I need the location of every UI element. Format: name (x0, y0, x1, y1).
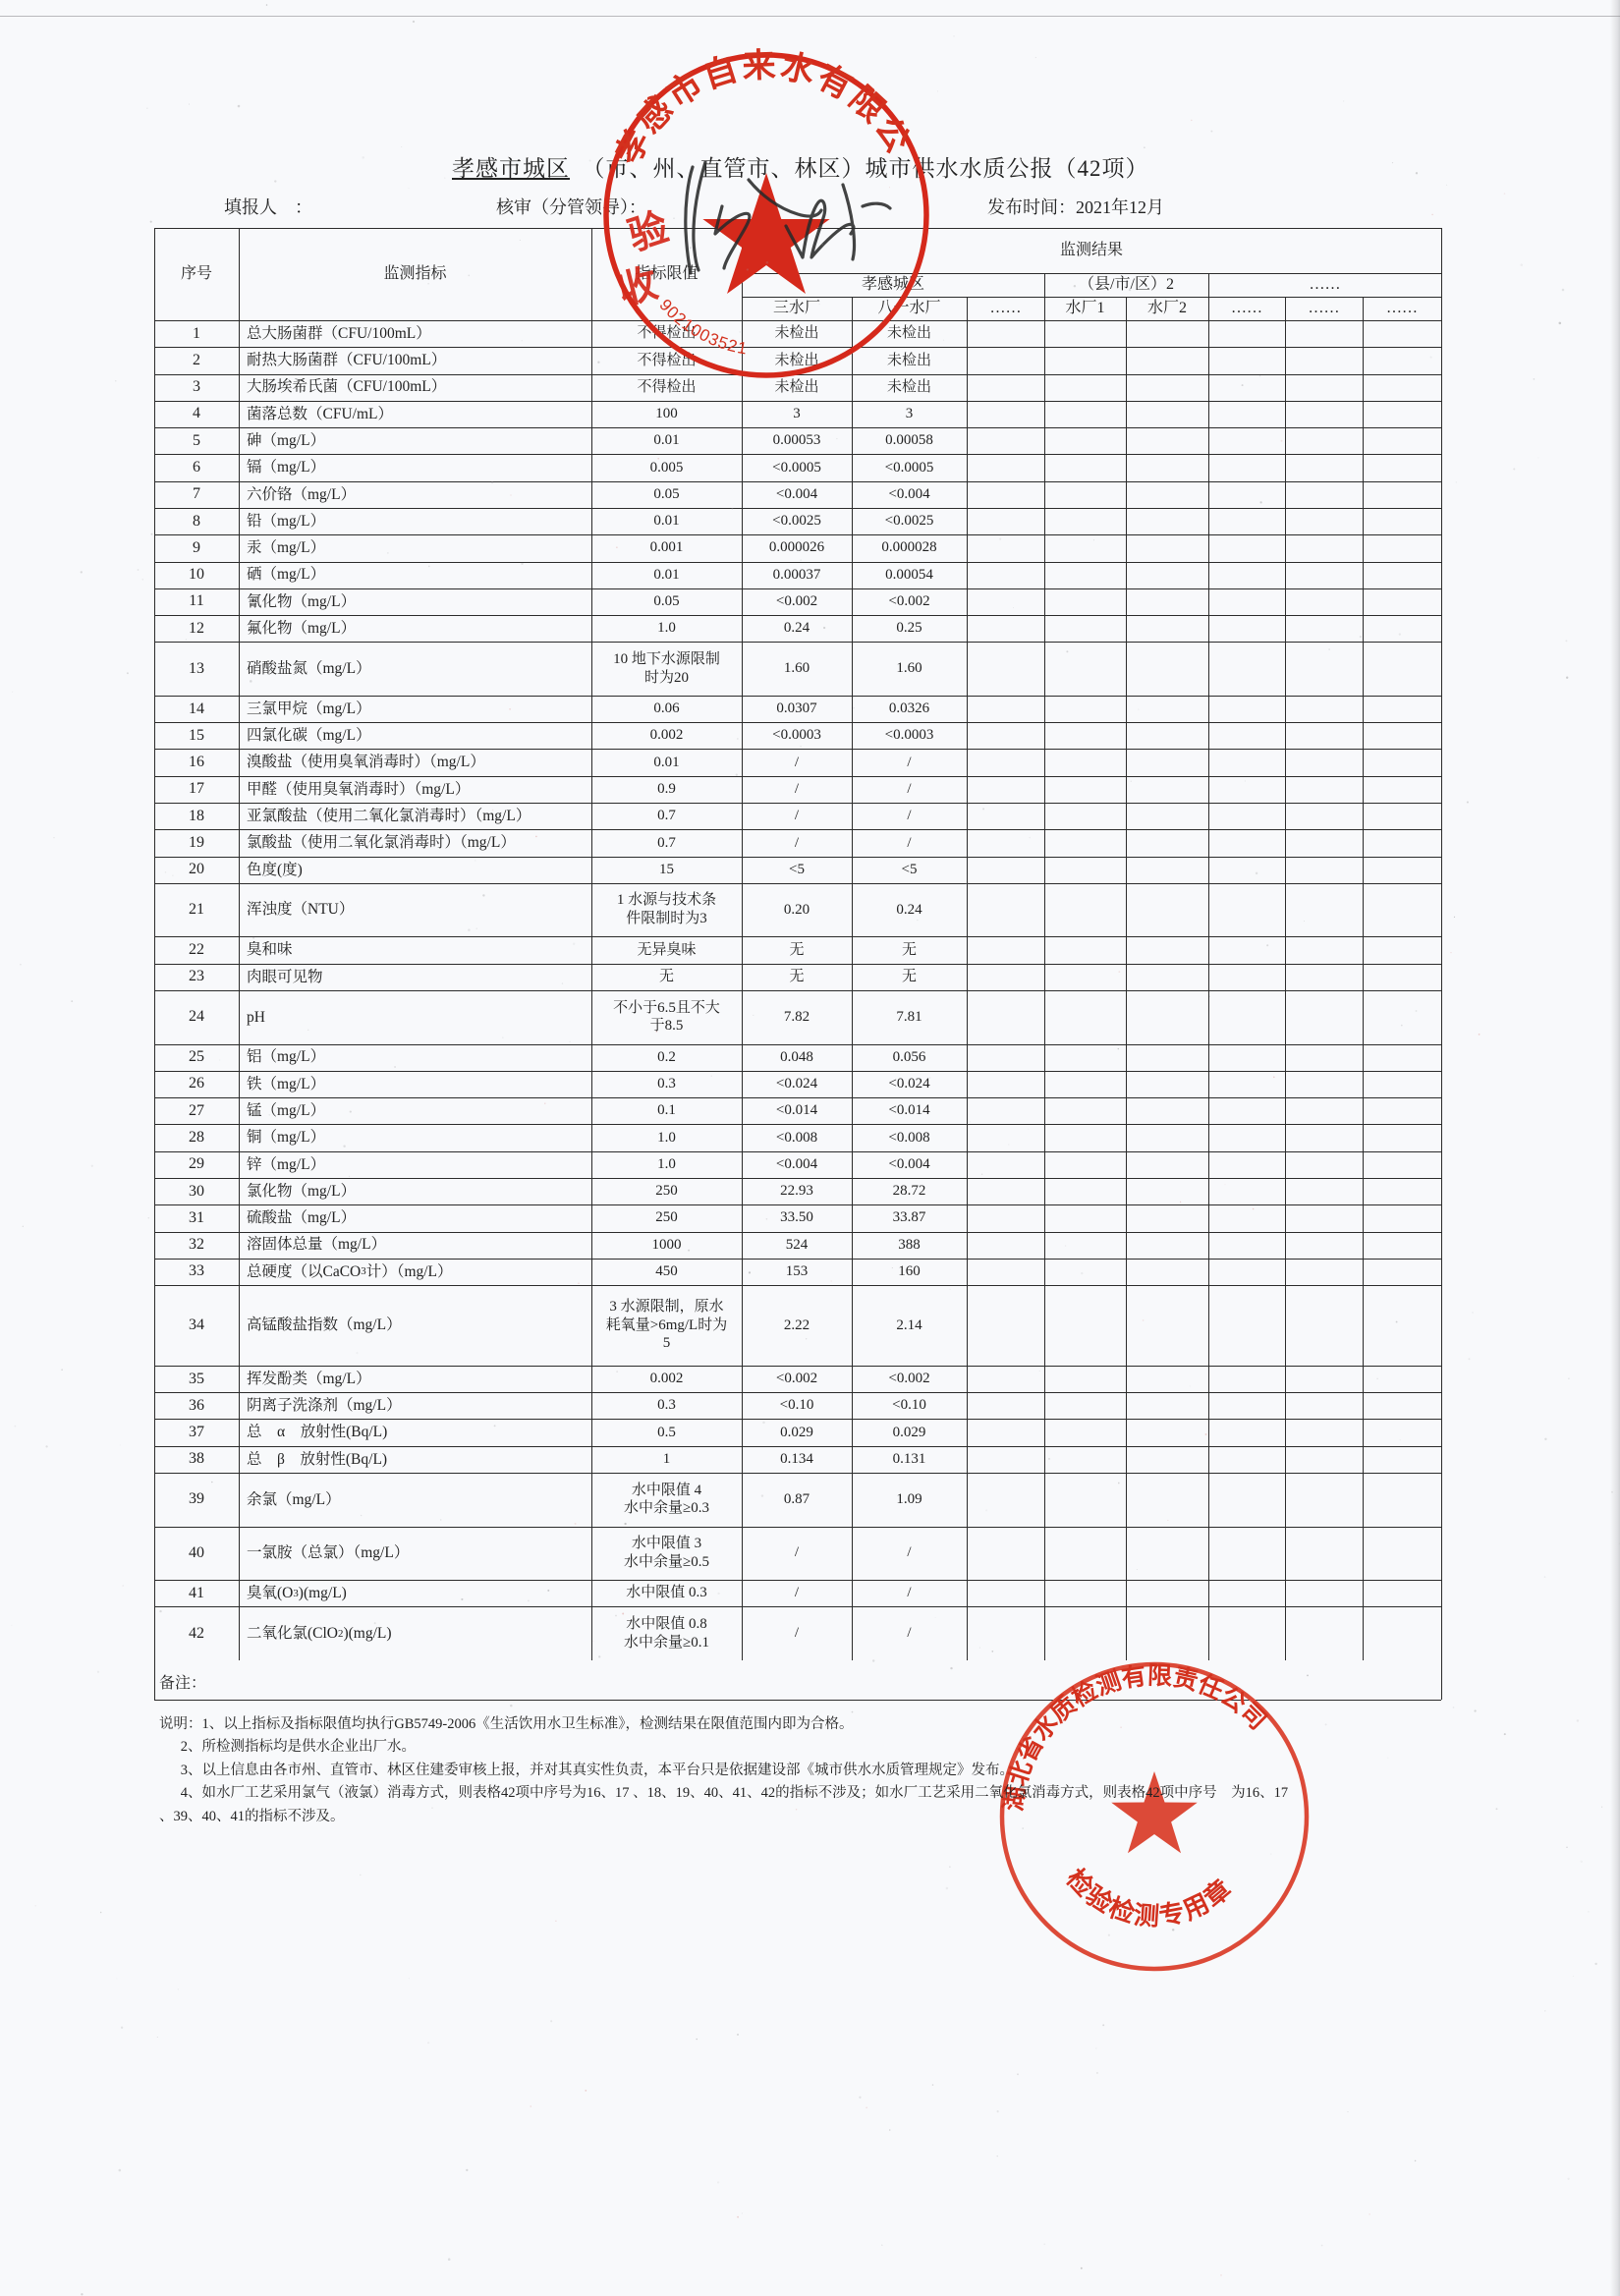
svg-text:收: 收 (614, 261, 662, 312)
svg-text:检验检测专用章: 检验检测专用章 (1061, 1863, 1238, 1931)
svg-text:验: 验 (623, 205, 674, 258)
svg-text:9021003521: 9021003521 (655, 296, 749, 359)
svg-text:孝感市自来水有限公司: 孝感市自来水有限公司 (0, 0, 919, 171)
